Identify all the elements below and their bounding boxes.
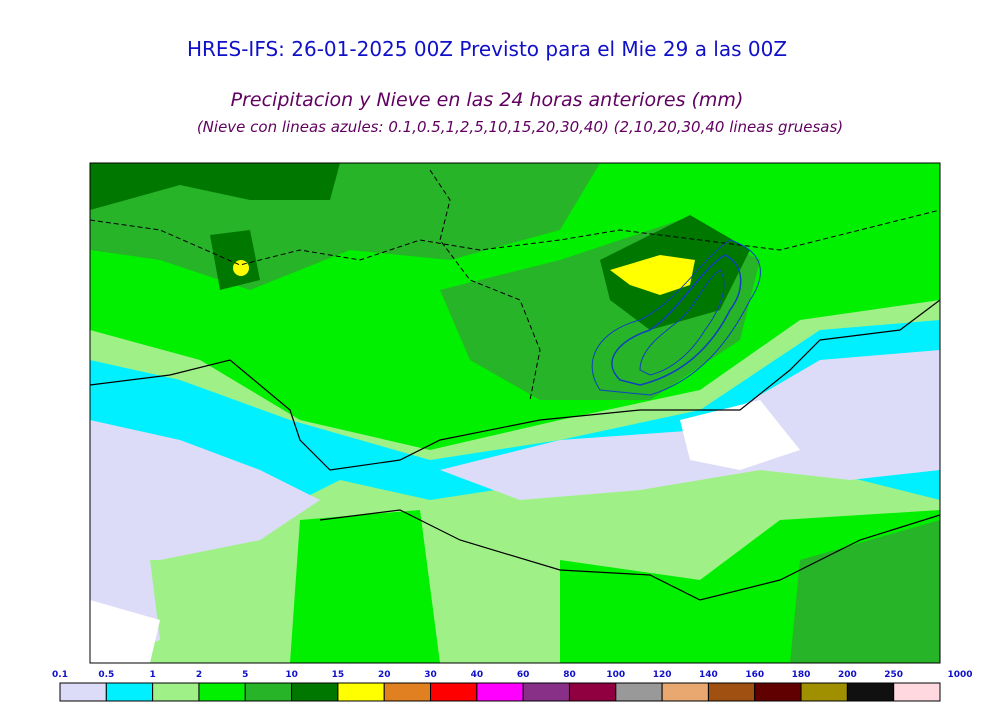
tick-label: 2 — [196, 670, 202, 680]
tick-label: 1000 — [947, 670, 972, 680]
color-swatch — [846, 682, 895, 702]
tick-label: 180 — [792, 670, 811, 680]
note: (Nieve con lineas azules: 0.1,0.5,1,2,5,… — [197, 118, 843, 136]
tick-label: 100 — [606, 670, 625, 680]
color-swatch — [291, 682, 339, 702]
tick-label: 0.5 — [98, 670, 114, 680]
color-swatch — [152, 682, 200, 702]
tick-label: 250 — [884, 670, 903, 680]
color-swatch — [244, 682, 293, 702]
color-swatch — [430, 682, 478, 702]
tick-label: 200 — [838, 670, 857, 680]
title: HRES-IFS: 26-01-2025 00Z Previsto para e… — [187, 37, 787, 61]
color-swatch — [893, 682, 941, 702]
color-swatch — [337, 682, 385, 702]
color-swatch — [522, 682, 570, 702]
color-swatch — [568, 682, 617, 702]
map — [89, 162, 941, 664]
tick-label: 15 — [332, 670, 345, 680]
color-swatch — [661, 682, 709, 702]
tick-label: 20 — [378, 670, 391, 680]
color-swatch — [476, 682, 524, 702]
tick-label: 0.1 — [52, 670, 68, 680]
color-swatch — [707, 682, 756, 702]
tick-label: 5 — [242, 670, 248, 680]
color-swatch — [383, 682, 432, 702]
tick-label: 1 — [149, 670, 155, 680]
tick-label: 60 — [517, 670, 530, 680]
color-swatch — [198, 682, 246, 702]
tick-label: 120 — [653, 670, 672, 680]
color-swatch — [105, 682, 154, 702]
colorbar: 0.1 0.5 1 2 5 10 15 20 30 40 60 80 100 120 140 160 180 20… — [52, 670, 973, 702]
tick-label: 40 — [471, 670, 484, 680]
tick-label: 10 — [285, 670, 298, 680]
color-swatch — [800, 682, 848, 702]
tick-label: 30 — [424, 670, 437, 680]
color-swatch — [59, 682, 107, 702]
color-swatch — [615, 682, 663, 702]
tick-label: 80 — [563, 670, 576, 680]
subtitle: Precipitacion y Nieve en las 24 horas an… — [231, 89, 744, 111]
tick-label: 160 — [745, 670, 764, 680]
color-swatch — [754, 682, 802, 702]
tick-label: 140 — [699, 670, 718, 680]
